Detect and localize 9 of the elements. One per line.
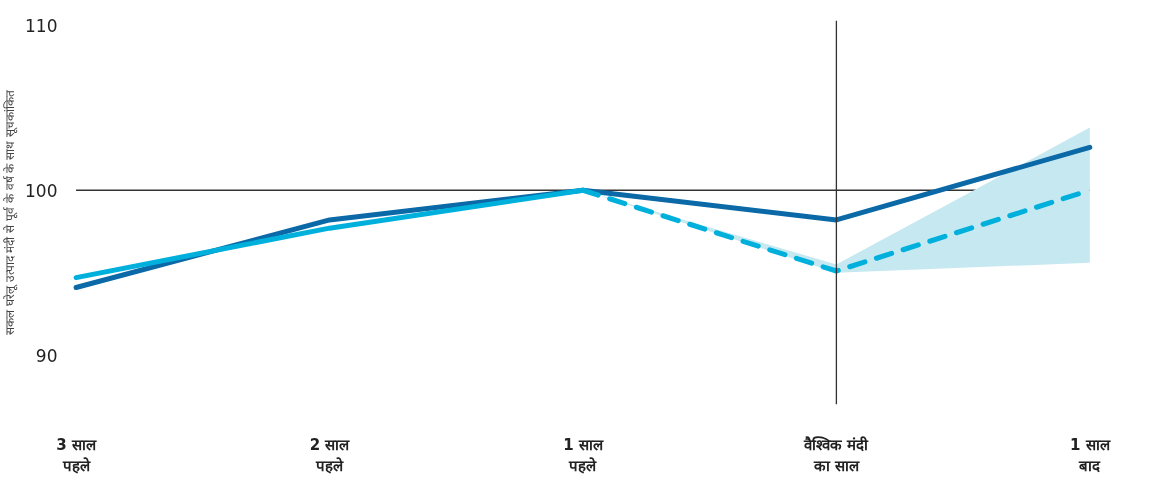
x-tick-label: 3 साल पहले [56,435,97,476]
x-tick-label: वैश्विक मंदी का साल [803,435,870,476]
x-tick-label: 1 साल बाद [1069,435,1111,476]
y-tick-label: 90 [35,345,58,366]
x-tick-label: 2 साल पहले [309,435,351,476]
y-axis-title: सकल घरेलू उत्पाद मंदी से पूर्व के वर्ष के साथ सूचकांकित [3,88,19,336]
y-tick-label: 110 [25,15,58,36]
x-tick-label: 1 साल पहले [563,435,604,476]
y-tick-label: 100 [25,180,58,201]
